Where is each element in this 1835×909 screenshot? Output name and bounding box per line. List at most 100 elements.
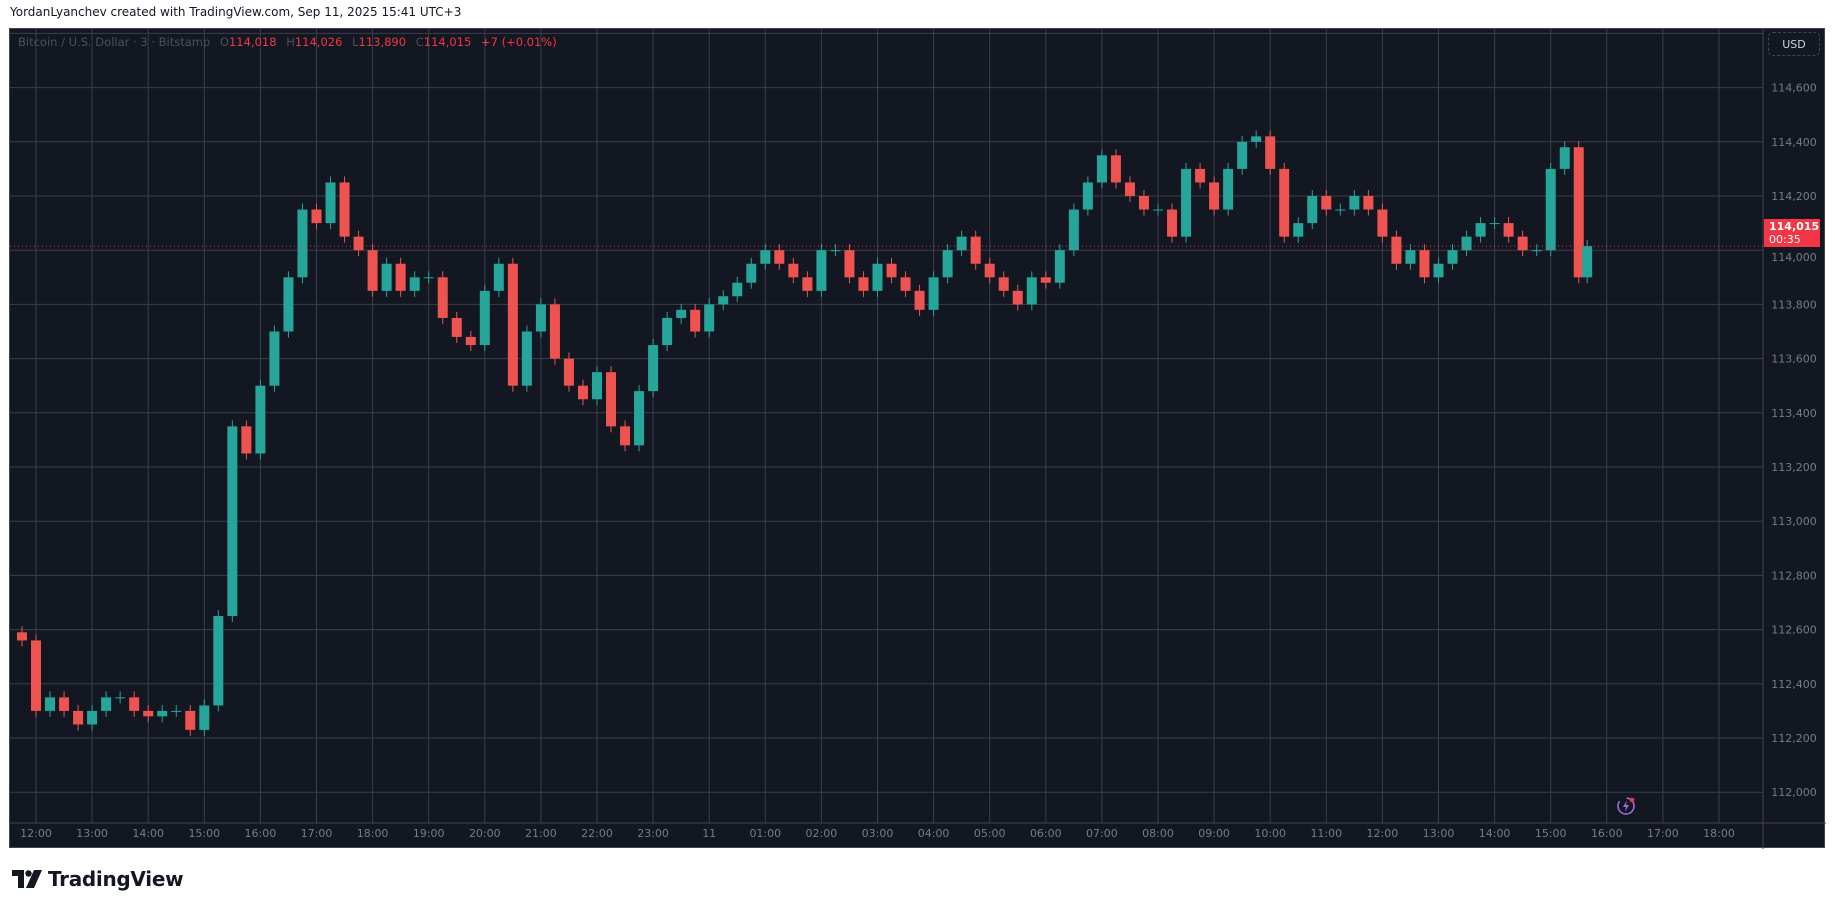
time-tick-label: 12:00	[1367, 827, 1399, 840]
candlestick-chart[interactable]: 114,600 114,400 114,200 114,000 113,800 113,6…	[10, 29, 1826, 849]
candle-body	[1153, 209, 1163, 211]
time-tick-label: 16:00	[1591, 827, 1623, 840]
candle-body	[185, 710, 196, 730]
time-tick-label: 18:00	[357, 827, 389, 840]
candle-body	[101, 697, 112, 711]
candle-body	[1363, 196, 1374, 210]
time-tick-label: 02:00	[806, 827, 838, 840]
candle-body	[816, 250, 827, 291]
candle-body	[297, 209, 308, 278]
candle-body	[241, 426, 252, 454]
chart-pane[interactable]: 114,600 114,400 114,200 114,000 113,800 113,6…	[9, 28, 1826, 849]
time-tick-label: 21:00	[525, 827, 557, 840]
candle-body	[984, 263, 995, 278]
time-tick-label: 05:00	[974, 827, 1006, 840]
candle-body	[844, 250, 855, 278]
candle-body	[1012, 290, 1023, 305]
candle-body	[157, 710, 168, 717]
candle-body	[970, 236, 981, 264]
candle-body	[1223, 168, 1234, 210]
candle-body	[521, 331, 532, 386]
candle-body	[914, 290, 925, 310]
candle-body	[269, 331, 280, 386]
price-tick-label: 112,800	[1771, 569, 1817, 582]
candle-body	[535, 304, 546, 332]
candle-body	[1433, 263, 1444, 278]
bar-countdown: 00:35	[1769, 233, 1801, 246]
candle-body	[507, 263, 518, 386]
candle-body	[479, 290, 490, 346]
tradingview-logo[interactable]: TradingView	[12, 867, 184, 891]
time-tick-label: 08:00	[1142, 827, 1174, 840]
candle-body	[339, 182, 350, 237]
candle-body	[760, 250, 771, 264]
candle-body	[648, 345, 659, 392]
price-tick-label: 112,200	[1771, 732, 1817, 745]
candle-body	[213, 616, 224, 706]
symbol-title[interactable]: Bitcoin / U.S. Dollar · 3 · Bitstamp	[18, 35, 211, 49]
candle-body	[367, 250, 378, 291]
tradingview-logo-icon	[12, 870, 42, 888]
candle-body	[283, 277, 294, 332]
candle-body	[1167, 209, 1178, 237]
candle-body	[1209, 182, 1220, 210]
open-label: O	[219, 35, 229, 49]
time-tick-label: 11:00	[1310, 827, 1342, 840]
candle-body	[255, 385, 266, 454]
time-tick-label: 15:00	[1535, 827, 1567, 840]
candle-body	[199, 705, 210, 730]
lightning-icon[interactable]	[1615, 795, 1637, 817]
candle-body	[900, 277, 911, 291]
last-price-label: 114,015 00:35	[1764, 219, 1820, 247]
candle-body	[1475, 223, 1486, 237]
candle-body	[1054, 250, 1065, 283]
candle-body	[1517, 236, 1528, 251]
time-tick-label: 15:00	[188, 827, 220, 840]
candle-body	[704, 304, 715, 332]
candle-body	[774, 250, 785, 264]
price-tick-label: 113,200	[1771, 461, 1817, 474]
time-tick-label: 13:00	[1423, 827, 1455, 840]
low-label: L	[352, 35, 359, 49]
close-value: 114,015	[423, 35, 472, 49]
candle-body	[620, 426, 631, 446]
candle-body	[1335, 209, 1346, 211]
candle-body	[1461, 236, 1472, 251]
candle-body	[732, 282, 743, 297]
price-tick-label: 112,600	[1771, 624, 1817, 637]
candle-body	[718, 296, 729, 305]
candle-body	[73, 710, 84, 725]
candle-body	[858, 277, 869, 291]
candle-body	[381, 263, 392, 291]
candle-body	[1265, 136, 1276, 169]
candle-body	[1321, 196, 1332, 210]
candle-body	[1181, 168, 1192, 237]
candle-body	[437, 277, 448, 318]
candle-body	[802, 277, 813, 291]
candle-body	[1237, 141, 1248, 169]
candle-body	[1559, 147, 1570, 169]
candle-body	[1026, 277, 1037, 305]
time-tick-label: 07:00	[1086, 827, 1118, 840]
price-tick-label: 114,000	[1771, 251, 1817, 264]
time-tick-label: 12:00	[20, 827, 52, 840]
time-tick-label: 14:00	[132, 827, 164, 840]
candle-body	[325, 182, 336, 224]
time-tick-label: 09:00	[1198, 827, 1230, 840]
time-tick-label: 11	[702, 827, 716, 840]
time-tick-label: 14:00	[1479, 827, 1511, 840]
time-tick-label: 19:00	[413, 827, 445, 840]
candle-body	[886, 263, 897, 278]
candle-body	[928, 277, 939, 310]
time-tick-label: 17:00	[1647, 827, 1679, 840]
candle-body	[1279, 168, 1290, 237]
candle-body	[1138, 196, 1149, 210]
candle-body	[872, 263, 883, 291]
candle-body	[87, 710, 98, 725]
candle-body	[1531, 250, 1542, 252]
candle-body	[143, 710, 154, 717]
candle-body	[1545, 168, 1556, 251]
candle-body	[746, 263, 757, 283]
candle-body	[1068, 209, 1079, 251]
currency-button[interactable]: USD	[1768, 32, 1820, 56]
